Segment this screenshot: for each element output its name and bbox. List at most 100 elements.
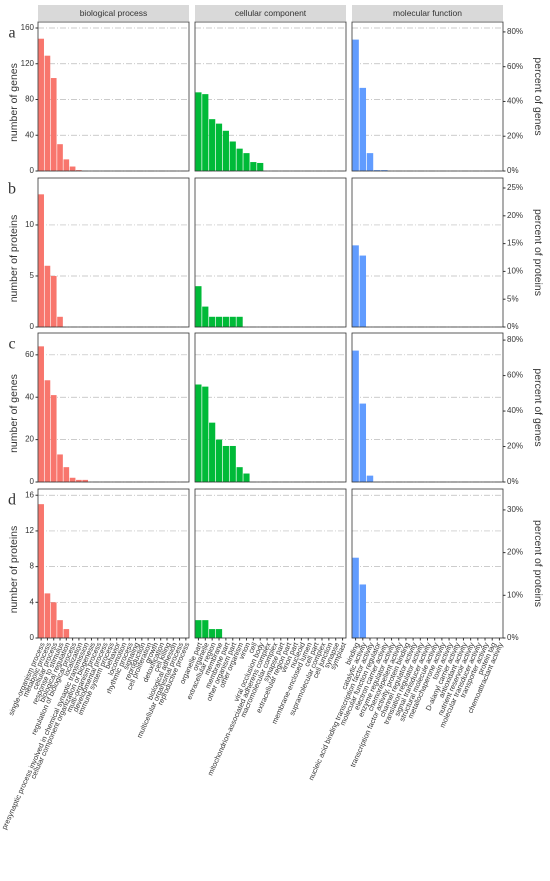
y2-axis-title: percent of genes [532, 57, 544, 135]
bar [63, 629, 70, 638]
bar [202, 620, 209, 638]
panel-border [194, 21, 347, 172]
y-axis-title: number of proteins [8, 215, 20, 303]
bar [69, 166, 76, 171]
facet-strip [352, 5, 503, 21]
facet-label: cellular component [235, 8, 307, 18]
y2-tick-label: 40% [507, 406, 523, 415]
bar [50, 275, 57, 327]
y2-tick-label: 20% [507, 131, 523, 140]
bar [57, 620, 63, 638]
x-tick-label: cell [246, 641, 259, 655]
bar [38, 346, 44, 482]
y-tick-label: 60 [25, 350, 34, 359]
y2-tick-label: 0% [507, 166, 519, 175]
bar [38, 38, 44, 171]
bar [236, 148, 243, 171]
y2-tick-label: 0% [507, 633, 519, 642]
y2-tick-label: 80% [507, 27, 523, 36]
facet-strip [195, 5, 346, 21]
y-tick-label: 5 [30, 271, 35, 280]
y-tick-label: 0 [30, 633, 35, 642]
y-tick-label: 40 [25, 130, 34, 139]
bar [38, 504, 44, 638]
row-label: a [8, 25, 15, 42]
bar [44, 380, 51, 482]
bar [195, 620, 202, 638]
bar [359, 87, 367, 171]
y2-tick-label: 0% [507, 477, 519, 486]
bar [236, 316, 243, 327]
row-label: d [8, 492, 16, 509]
row-label: b [8, 181, 16, 198]
bar [222, 130, 229, 171]
y-tick-label: 12 [25, 526, 34, 535]
bar [202, 94, 209, 171]
y-axis-title: number of proteins [8, 526, 20, 614]
y2-tick-label: 0% [507, 322, 519, 331]
y-tick-label: 20 [25, 435, 34, 444]
bar [195, 92, 202, 171]
panel-border [37, 488, 190, 639]
bar [222, 445, 229, 482]
panel-border [351, 21, 504, 172]
bar [76, 479, 82, 482]
bar [63, 159, 70, 171]
bar [243, 153, 250, 171]
y2-axis-title: percent of genes [532, 368, 544, 446]
panel-border [37, 21, 190, 172]
bar [209, 316, 216, 327]
bar [57, 144, 63, 171]
bar [38, 194, 44, 327]
bar [215, 316, 223, 327]
bar [44, 265, 51, 327]
bar [202, 386, 209, 482]
bar [215, 439, 223, 482]
bar [243, 473, 250, 482]
bar [209, 119, 216, 171]
bar [209, 629, 216, 638]
bar [82, 479, 89, 482]
bar [215, 123, 223, 171]
bar [50, 395, 57, 482]
bar [352, 350, 359, 482]
bar [373, 170, 381, 171]
y-axis-title: number of genes [8, 63, 20, 142]
y2-tick-label: 40% [507, 97, 523, 106]
panel-border [37, 177, 190, 328]
y2-tick-label: 30% [507, 505, 523, 514]
y-tick-label: 8 [30, 562, 35, 571]
y2-tick-label: 20% [507, 442, 523, 451]
panel-border [194, 332, 347, 483]
y2-tick-label: 20% [507, 548, 523, 557]
y-tick-label: 80 [25, 95, 34, 104]
panel-border [194, 177, 347, 328]
facet-label: biological process [80, 8, 148, 18]
bar [359, 403, 367, 482]
panel-border [351, 488, 504, 639]
panel-border [351, 332, 504, 483]
y-tick-label: 0 [30, 166, 35, 175]
y2-axis-title: percent of proteins [532, 209, 544, 296]
y2-tick-label: 5% [507, 294, 519, 303]
y2-tick-label: 15% [507, 239, 523, 248]
bar [63, 467, 70, 482]
bar [44, 55, 51, 171]
bar [76, 170, 82, 171]
bar [209, 422, 216, 482]
bar [229, 445, 236, 482]
bar [229, 141, 236, 171]
bar [202, 306, 209, 327]
bar [366, 475, 374, 482]
bar [57, 316, 63, 327]
bar [257, 162, 264, 171]
bar [57, 454, 63, 482]
y2-tick-label: 20% [507, 211, 523, 220]
facet-label: molecular function [393, 8, 462, 18]
y2-tick-label: 60% [507, 62, 523, 71]
y2-tick-label: 25% [507, 183, 523, 192]
y-tick-label: 120 [21, 59, 35, 68]
y2-tick-label: 10% [507, 267, 523, 276]
bar [222, 316, 229, 327]
row-label: c [8, 336, 15, 353]
